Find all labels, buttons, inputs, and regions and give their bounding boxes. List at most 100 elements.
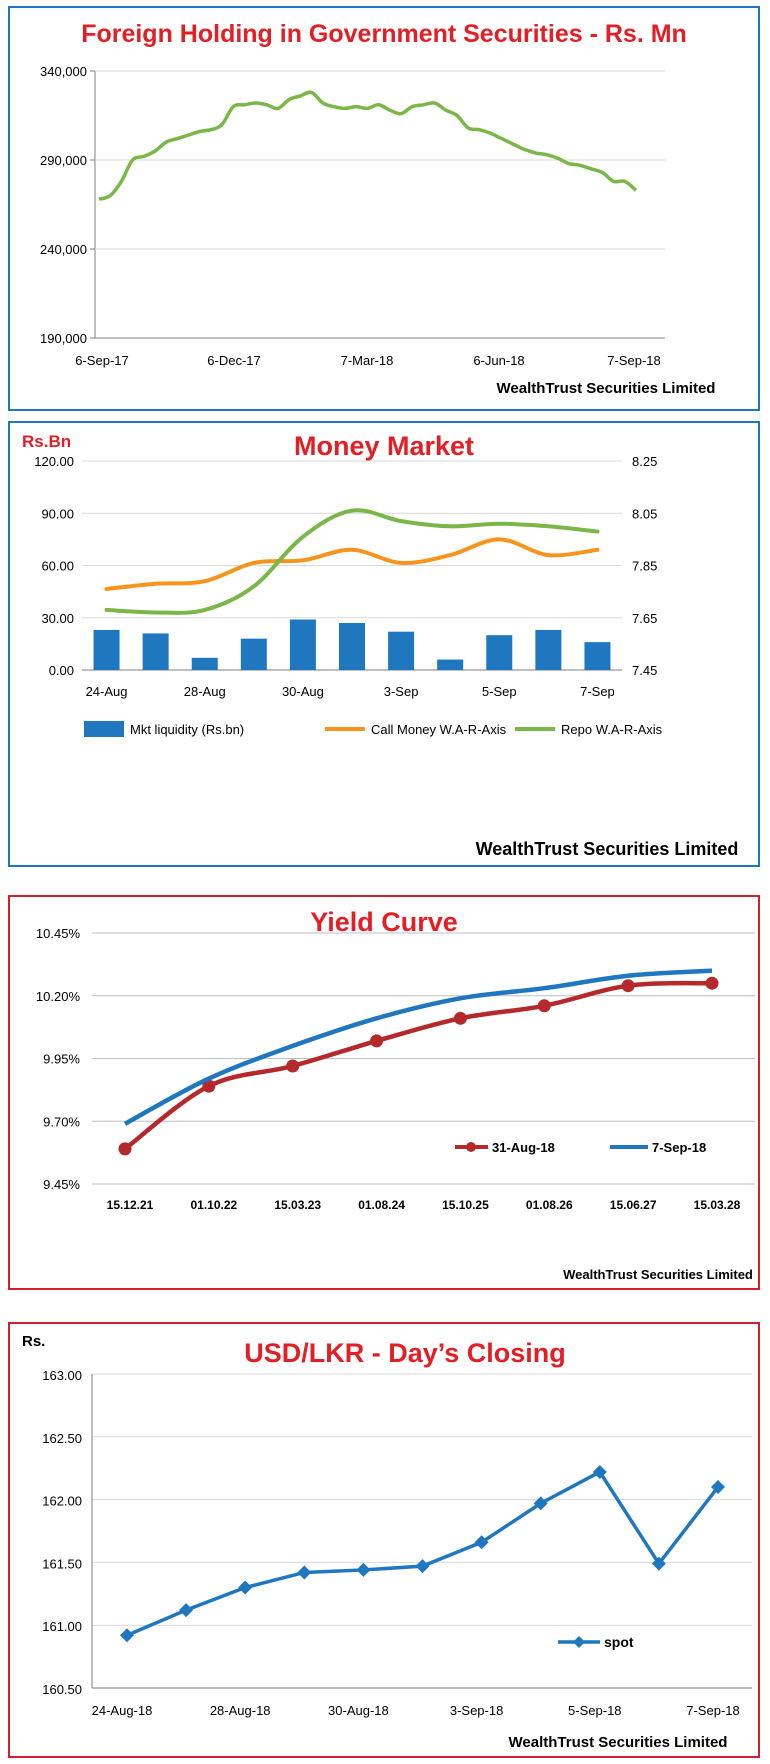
money-y-right-tick-label: 8.05	[632, 506, 657, 521]
usd-spot-point	[415, 1559, 430, 1574]
usd-spot-point	[120, 1628, 134, 1643]
money-x-tick-label: 3-Sep	[384, 684, 419, 699]
money-y-left-tick-label: 0.00	[49, 663, 74, 678]
usd-x-tick-label: 7-Sep-18	[686, 1703, 739, 1718]
usd-y-tick-label: 163.00	[42, 1368, 82, 1383]
usd-spot-point	[651, 1556, 666, 1571]
money-y-right-tick-label: 8.25	[632, 454, 657, 469]
foreign-y-tick-label: 290,000	[40, 153, 87, 168]
usd-spot-point	[356, 1562, 371, 1577]
usd-y-tick-label: 161.50	[42, 1556, 82, 1571]
money-y-right-tick-label: 7.85	[632, 559, 657, 574]
yield-31aug-point	[370, 1034, 384, 1048]
yield-31aug-point	[537, 999, 551, 1013]
yield-x-tick-label: 15.03.23	[274, 1198, 321, 1212]
money-liquidity-bar	[339, 622, 365, 670]
money-liquidity-bar	[584, 642, 611, 670]
usd-lkr-credit: WealthTrust Securities Limited	[509, 1734, 728, 1751]
usd-spot-point	[297, 1565, 312, 1580]
money-x-tick-label: 7-Sep	[580, 684, 615, 699]
money-y-left-tick-label: 120.00	[34, 454, 74, 469]
money-y-left-tick-label: 60.00	[41, 559, 74, 574]
foreign-y-tick-label: 240,000	[40, 242, 87, 257]
usd-spot-point	[592, 1464, 607, 1479]
yield-y-tick-label: 10.20%	[36, 989, 81, 1004]
money-x-tick-label: 24-Aug	[86, 684, 128, 699]
money-y-right-tick-label: 7.65	[632, 611, 657, 626]
money-legend-label: Mkt liquidity (Rs.bn)	[130, 722, 244, 737]
money-market-panel: Money Market Rs.Bn WealthTrust Securitie…	[8, 421, 760, 867]
usd-spot-point	[533, 1496, 548, 1511]
yield-curve-title: Yield Curve	[310, 907, 458, 937]
yield-y-tick-label: 9.45%	[43, 1177, 80, 1192]
money-market-chart: Money Market Rs.Bn WealthTrust Securitie…	[22, 431, 739, 859]
money-legend-label: Call Money W.A-R-Axis	[371, 722, 507, 737]
money-liquidity-bar	[142, 633, 169, 670]
money-liquidity-bar	[240, 638, 267, 670]
usd-spot-point	[711, 1480, 725, 1495]
call-money-line	[104, 537, 600, 591]
money-market-title: Money Market	[294, 431, 474, 461]
yield-7sep-line	[123, 968, 713, 1126]
yield-x-tick-label: 01.10.22	[190, 1198, 237, 1212]
yield-legend-label: 7-Sep-18	[652, 1140, 706, 1155]
foreign-holding-panel: Foreign Holding in Government Securities…	[8, 6, 760, 411]
yield-31aug-point	[202, 1079, 216, 1093]
foreign-holding-line	[98, 90, 638, 201]
yield-x-tick-label: 15.03.28	[694, 1198, 741, 1212]
usd-lkr-chart: USD/LKR - Day’s Closing Rs. WealthTrust …	[22, 1333, 752, 1751]
usd-y-tick-label: 162.50	[42, 1431, 82, 1446]
foreign-y-tick-label: 190,000	[40, 331, 87, 346]
money-legend-label: Repo W.A-R-Axis	[561, 722, 663, 737]
yield-x-tick-label: 01.08.24	[358, 1198, 405, 1212]
usd-spot-point	[474, 1535, 489, 1550]
money-x-tick-label: 5-Sep	[482, 684, 517, 699]
usd-lkr-title: USD/LKR - Day’s Closing	[244, 1338, 566, 1368]
money-market-unit: Rs.Bn	[22, 432, 71, 451]
money-liquidity-bar	[289, 619, 316, 670]
usd-x-tick-label: 5-Sep-18	[568, 1703, 621, 1718]
usd-y-tick-label: 161.00	[42, 1619, 82, 1634]
foreign-x-tick-label: 6-Jun-18	[473, 353, 524, 368]
foreign-x-tick-label: 6-Sep-17	[75, 353, 128, 368]
foreign-x-tick-label: 6-Dec-17	[207, 353, 260, 368]
money-legend-swatch	[84, 721, 124, 737]
usd-lkr-panel: USD/LKR - Day’s Closing Rs. WealthTrust …	[8, 1322, 760, 1758]
usd-spot-line	[126, 1469, 720, 1637]
money-y-right-tick-label: 7.45	[632, 663, 657, 678]
yield-31aug-point	[286, 1059, 300, 1073]
yield-x-tick-label: 15.12.21	[107, 1198, 154, 1212]
money-liquidity-bar	[388, 631, 415, 670]
yield-y-tick-label: 9.70%	[43, 1114, 80, 1129]
money-liquidity-bar	[486, 635, 513, 670]
usd-spot-point	[238, 1580, 253, 1595]
usd-lkr-unit: Rs.	[22, 1333, 45, 1350]
money-x-tick-label: 30-Aug	[282, 684, 324, 699]
usd-x-tick-label: 24-Aug-18	[92, 1703, 153, 1718]
foreign-y-tick-label: 340,000	[40, 64, 87, 79]
usd-y-tick-label: 162.00	[42, 1494, 82, 1509]
usd-legend-label: spot	[604, 1634, 634, 1650]
foreign-holding-title: Foreign Holding in Government Securities…	[81, 20, 687, 48]
yield-31aug-point	[118, 1142, 132, 1156]
foreign-holding-chart: Foreign Holding in Government Securities…	[40, 20, 716, 397]
yield-31aug-point	[453, 1011, 467, 1025]
yield-y-tick-label: 9.95%	[43, 1052, 80, 1067]
yield-curve-chart: Yield Curve WealthTrust Securities Limit…	[36, 907, 755, 1282]
yield-31aug-point	[705, 976, 719, 990]
usd-x-tick-label: 30-Aug-18	[328, 1703, 389, 1718]
yield-legend-label: 31-Aug-18	[492, 1140, 555, 1155]
money-market-credit: WealthTrust Securities Limited	[476, 839, 739, 859]
yield-x-tick-label: 15.06.27	[610, 1198, 657, 1212]
yield-31aug-point	[621, 979, 635, 993]
yield-x-tick-label: 15.10.25	[442, 1198, 489, 1212]
usd-y-tick-label: 160.50	[42, 1682, 82, 1697]
yield-y-tick-label: 10.45%	[36, 926, 81, 941]
repo-line	[104, 508, 600, 615]
yield-curve-panel: Yield Curve WealthTrust Securities Limit…	[8, 895, 760, 1290]
foreign-x-tick-label: 7-Sep-18	[607, 353, 660, 368]
money-liquidity-bar	[191, 657, 218, 670]
money-liquidity-bar	[437, 659, 464, 670]
usd-x-tick-label: 3-Sep-18	[450, 1703, 503, 1718]
foreign-holding-credit: WealthTrust Securities Limited	[497, 380, 716, 397]
